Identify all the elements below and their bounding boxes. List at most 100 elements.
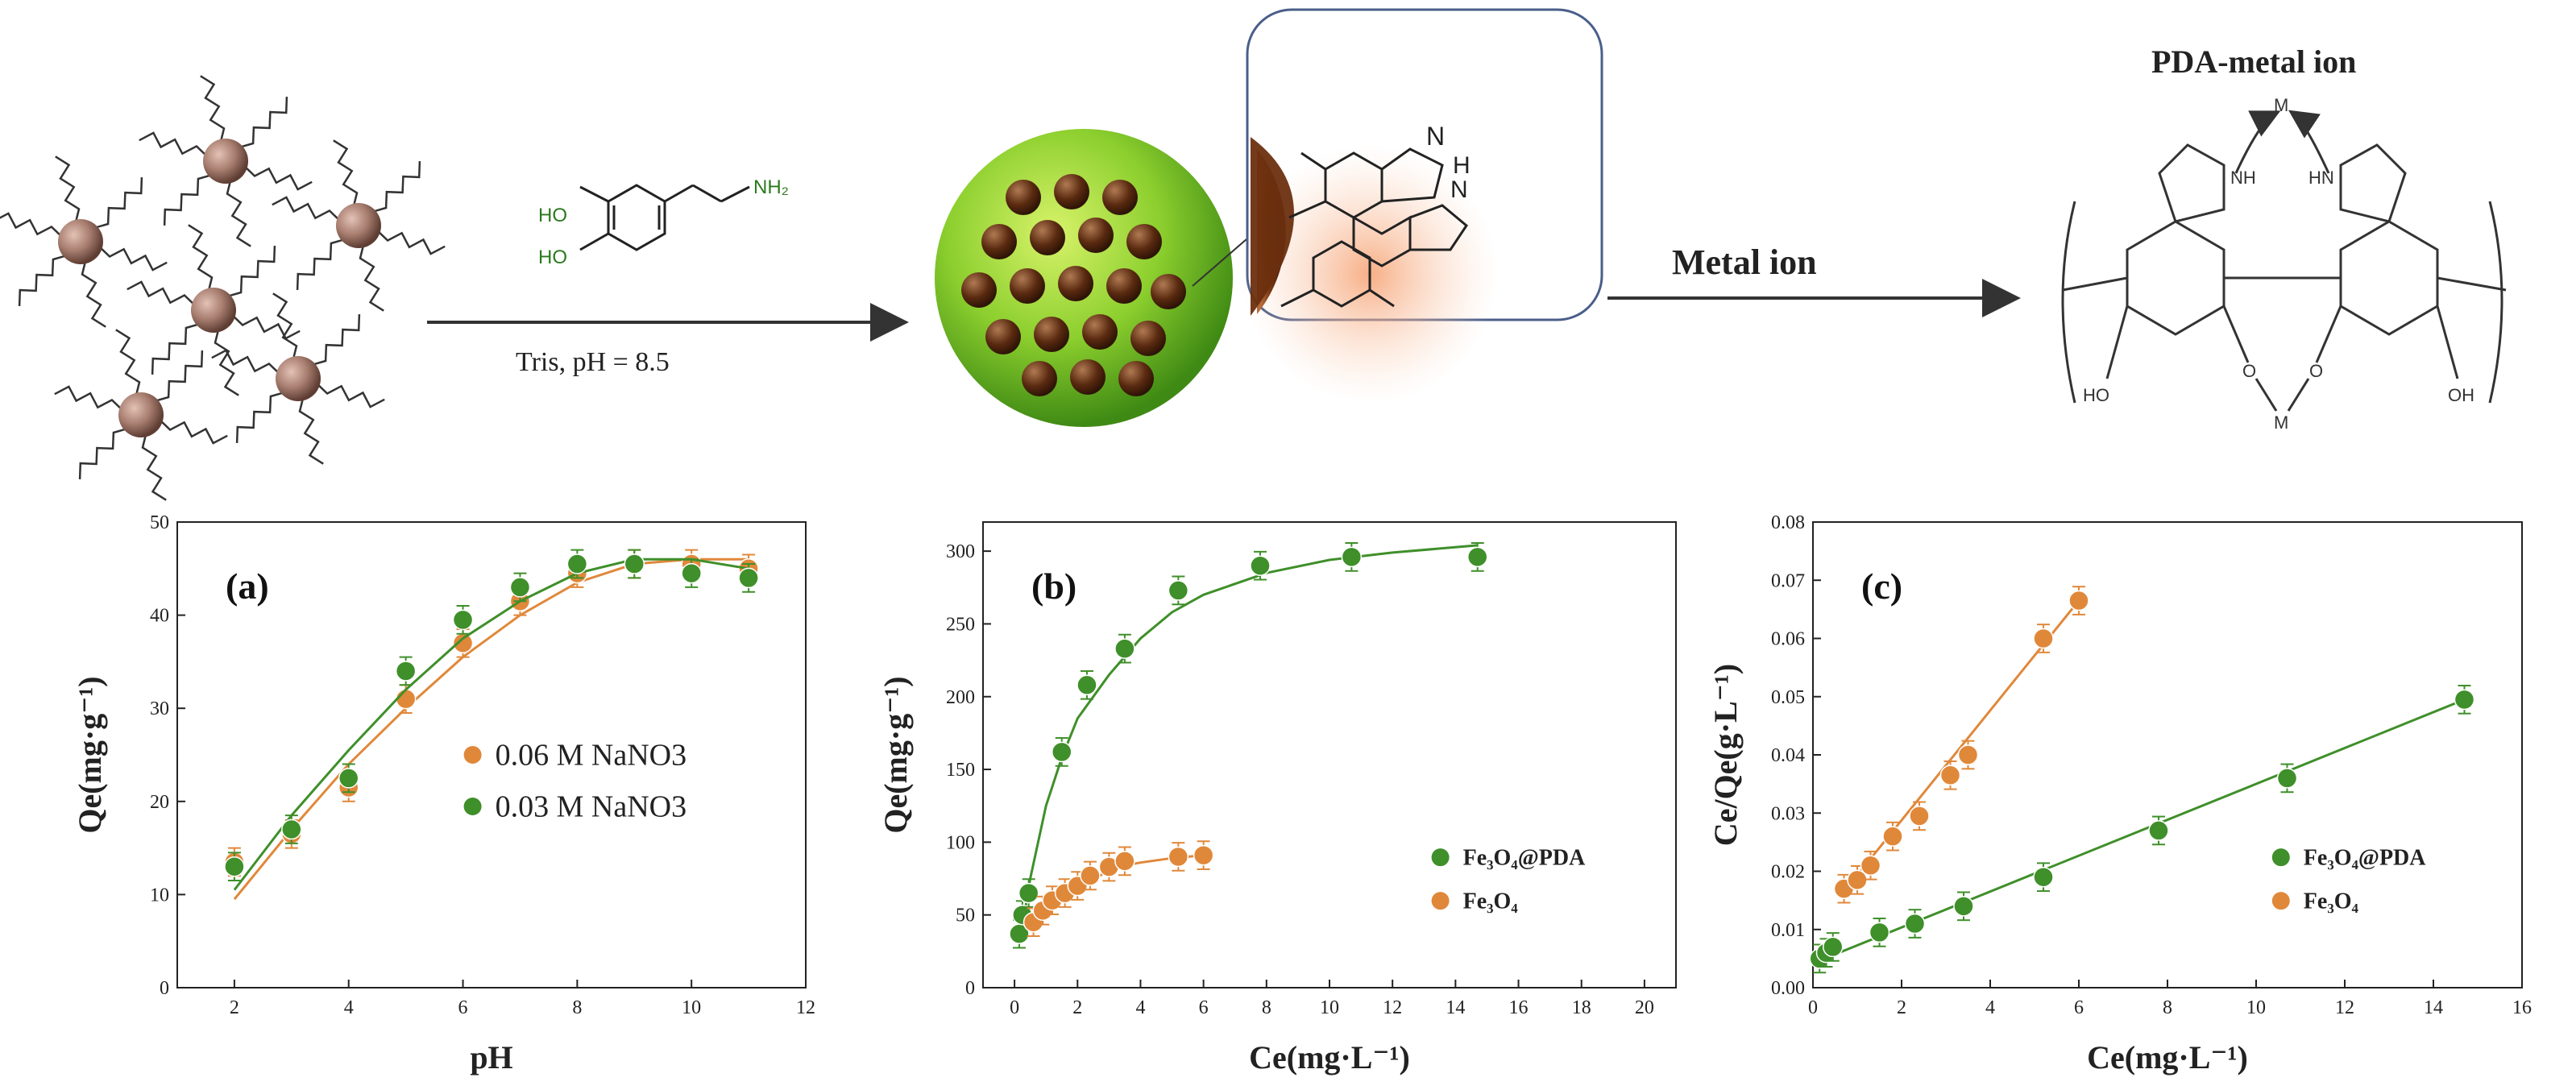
y-axis-label: Qe(mg·g⁻¹) [72,676,108,833]
data-point [1076,674,1097,696]
nanoparticle [127,224,301,396]
dopamine-oh-top: HO [538,205,567,226]
ligand-chain [235,392,284,443]
fe3o4-particle [1151,274,1186,309]
ligand-chain [377,230,446,255]
legend-marker [2271,892,2290,910]
plot-frame [982,521,1677,988]
y-axis-label: Ce/Qe(g·L⁻¹) [1708,664,1744,846]
nanoparticle [54,329,228,501]
y-tick-label: 150 [946,760,975,781]
x-tick-label: 16 [1509,997,1529,1018]
ligand-chain [54,385,122,410]
fe3o4-particle [1006,180,1041,215]
x-axis-label: Ce(mg·L⁻¹) [1249,1039,1410,1075]
fe3o4-particle [981,224,1017,259]
nanoparticle-core [58,219,103,264]
x-tick-label: 2 [1897,997,1906,1018]
x-axis-label: Ce(mg·L⁻¹) [2087,1039,2248,1075]
chart-b-isotherm: 0 2 4 6 8 10 12 14 16 18 20050100150200250300Ce(mg… [877,521,1677,1075]
data-point [1168,846,1189,868]
y-tick-label: 0 [965,978,975,999]
y-tick-label: 0.06 [1771,629,1805,650]
data-point [2148,820,2169,841]
ligand-chain [272,196,340,221]
fe3o4-particle [985,319,1021,354]
fe3o4-particle [1106,268,1142,304]
legend-label: 0.06 M NaNO3 [496,739,687,773]
x-tick-label: 16 [2512,997,2532,1018]
fe3o4-particle [1082,314,1118,350]
y-tick-label: 0.05 [1771,687,1805,708]
ligand-chain [359,246,384,312]
ligand-chain [244,166,313,191]
series-fit-line [1843,599,2080,893]
data-point [1018,882,1039,904]
ligand-chain [373,161,421,213]
data-point [2033,866,2054,888]
x-tick-label: 20 [1635,997,1654,1018]
y-axis-label: Qe(mg·g⁻¹) [877,676,914,833]
data-point [1904,913,1926,935]
data-point [1909,806,1930,827]
ligand-chain [163,174,211,226]
fe3o4-particle [1126,224,1162,259]
data-point [2454,689,2475,711]
plot-frame [176,521,807,988]
reaction-condition: Tris, pH = 8.5 [516,347,670,377]
ligand-chain [211,349,280,374]
y-tick-label: 300 [946,541,975,562]
data-point [1882,826,1903,847]
fe3o4-particle [1102,180,1138,215]
struct-nh-left: NH [2230,168,2256,188]
ligand-chain [240,97,288,148]
data-point [1080,865,1101,886]
y-tick-label: 0.04 [1771,745,1805,766]
data-point [1466,546,1488,568]
data-point [1114,638,1135,659]
data-point [395,688,417,710]
legend-label: Fe₃O₄@PDA [1463,845,1586,870]
ligand-chain [78,428,127,479]
struct-o-left: O [2242,361,2256,381]
struct-m-bottom: M [2274,412,2288,433]
legend-marker [1431,848,1450,867]
data-point [1341,546,1363,568]
struct-hn-right: HN [2308,168,2334,188]
x-tick-label: 12 [1383,997,1402,1018]
ligand-chain [228,246,276,297]
fe3o4-particle [1030,220,1065,255]
data-point [1860,855,1881,877]
legend-marker [1431,892,1450,910]
ligand-chain [214,330,239,396]
fe3o4-particle [1034,317,1069,352]
metal-ion-label: Metal ion [1672,242,1817,282]
data-point [2276,768,2298,789]
ligand-chain [127,280,195,305]
x-tick-label: 2 [1072,997,1082,1018]
x-tick-label: 18 [1572,997,1591,1018]
ligand-chain [272,292,298,358]
fe3o4-particle [1054,174,1089,209]
series-fit-line [233,557,749,891]
pda-structure-zoom [1280,147,1468,308]
ligand-chain [226,181,251,247]
x-tick-label: 6 [458,997,468,1018]
x-axis-label: pH [470,1039,512,1075]
data-point [624,553,645,574]
x-tick-label: 4 [1985,997,1995,1018]
chart-c-langmuir: 0 2 4 6 8 10 12 14 16 0.00 0.01 0.02 0.03 0.04 0.05 0.0… [1708,512,2532,1075]
data-point [1823,936,1844,958]
oleic-coated-nanoparticles [0,75,446,501]
x-tick-label: 12 [796,997,815,1018]
x-tick-label: 6 [1199,997,1209,1018]
encapsulated-particles [961,174,1186,396]
ligand-chain [18,255,66,306]
pda-metal-title: PDA-metal ion [2151,44,2356,80]
data-point [509,577,531,598]
data-point [281,819,302,840]
zoom-nh-h: H [1453,152,1471,179]
legend-label: 0.03 M NaNO3 [496,790,687,824]
ligand-chain [139,131,207,156]
y-tick-label: 0.07 [1771,570,1805,591]
